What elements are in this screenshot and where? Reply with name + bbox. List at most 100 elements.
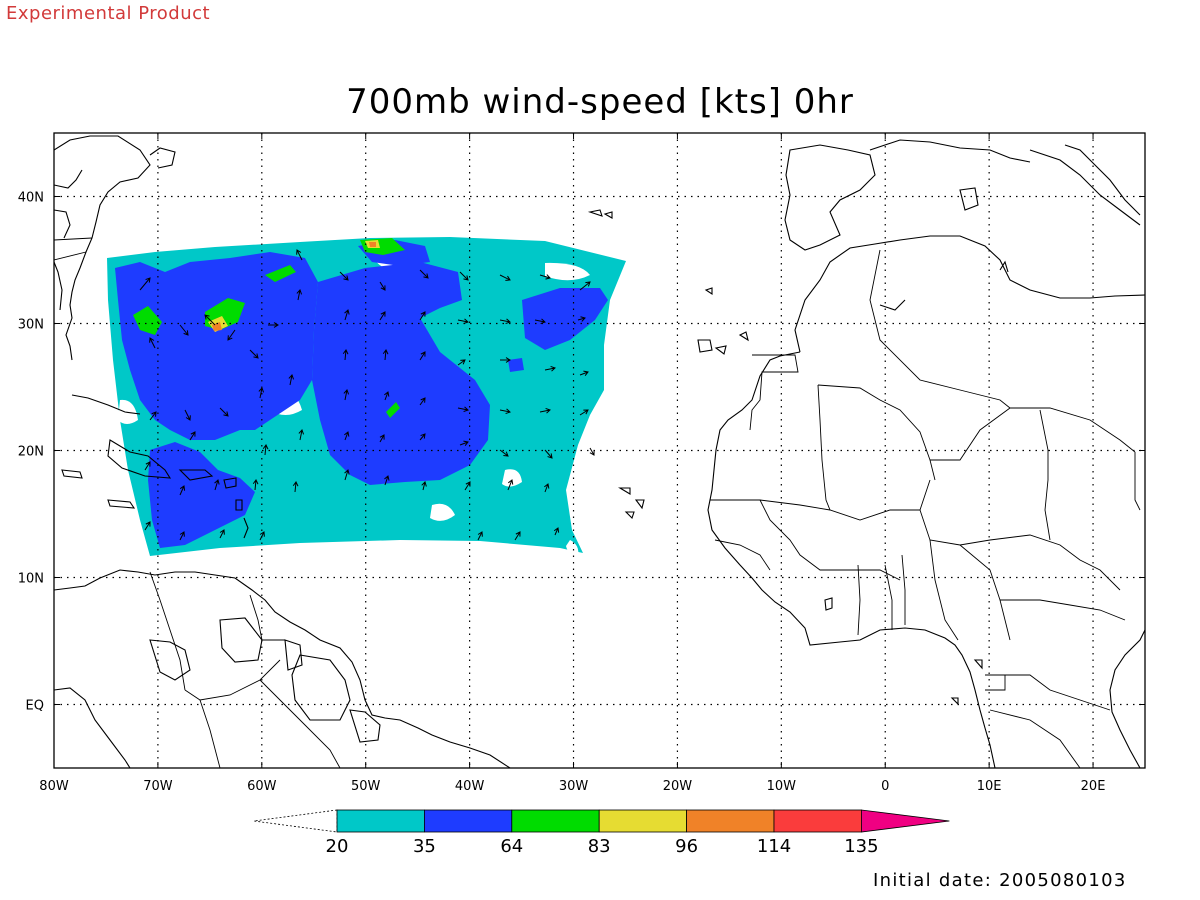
- colorbar-label: 35: [413, 836, 436, 857]
- latitude-label: EQ: [26, 699, 44, 714]
- wind-arrow: [288, 374, 295, 386]
- longitude-label: 60W: [247, 779, 277, 794]
- wind-arrow: [296, 249, 303, 261]
- wind-arrow: [539, 407, 551, 414]
- longitude-label: 10W: [767, 779, 797, 794]
- colorbar: 20 35 64 83 96 114 135: [253, 809, 950, 857]
- wind-speed-field: [107, 237, 626, 556]
- wind-arrow: [457, 406, 469, 413]
- longitude-label: 50W: [351, 779, 381, 794]
- longitude-label: 70W: [143, 779, 173, 794]
- colorbar-label: 20: [326, 836, 349, 857]
- longitude-labels: 80W 70W 60W 50W 40W 30W 20W 10W 0 10E 20E: [39, 779, 1105, 794]
- wind-arrow: [179, 531, 185, 541]
- wind-speed-96-114-region: [369, 242, 376, 247]
- colorbar-label: 96: [675, 836, 698, 857]
- country-borders: [54, 237, 1141, 768]
- wind-arrow: [184, 409, 191, 421]
- colorbar-swatch: [598, 809, 688, 833]
- wind-arrow: [179, 324, 189, 336]
- latitude-label: 40N: [18, 191, 44, 206]
- wind-speed-35-64-region: [522, 288, 608, 350]
- map-title: 700mb wind-speed [kts] 0hr: [346, 82, 854, 122]
- wind-arrow: [419, 351, 426, 361]
- wind-arrow: [419, 311, 426, 321]
- wind-arrow: [457, 318, 469, 325]
- wind-arrow: [214, 479, 220, 491]
- wind-arrow: [379, 281, 386, 291]
- latitude-label: 30N: [18, 318, 44, 333]
- wind-arrow: [499, 318, 511, 325]
- wind-vectors: [139, 249, 595, 541]
- initial-date: Initial date: 2005080103: [873, 870, 1127, 891]
- colorbar-label: 135: [844, 836, 878, 857]
- wind-arrow: [344, 431, 350, 441]
- wind-arrow: [477, 531, 483, 541]
- latitude-label: 10N: [18, 572, 44, 587]
- longitude-label: 80W: [39, 779, 69, 794]
- wind-arrow: [499, 274, 511, 281]
- wind-arrow: [419, 397, 426, 406]
- wind-arrow: [227, 329, 236, 341]
- wind-arrow: [189, 431, 196, 441]
- wind-arrow: [499, 449, 509, 457]
- colorbar-upper-extension: [861, 809, 950, 833]
- wind-arrow: [539, 274, 551, 280]
- wind-arrow: [292, 481, 299, 493]
- colorbar-swatch: [686, 809, 775, 833]
- wind-arrow: [219, 407, 229, 417]
- longitude-label: 40W: [455, 779, 485, 794]
- colorbar-swatch: [336, 809, 425, 833]
- wind-arrow: [144, 461, 151, 471]
- wind-arrow: [343, 389, 350, 401]
- wind-arrow: [379, 311, 386, 321]
- longitude-label: 20E: [1081, 779, 1106, 794]
- longitude-label: 30W: [559, 779, 589, 794]
- wind-arrow: [296, 289, 303, 301]
- wind-arrow: [252, 479, 259, 491]
- wind-arrow: [204, 314, 216, 326]
- wind-arrow: [579, 370, 589, 376]
- wind-speed-64-83-region: [133, 306, 162, 335]
- wind-arrow: [459, 440, 469, 446]
- wind-arrow: [544, 483, 550, 493]
- wind-arrow: [421, 481, 427, 491]
- wind-speed-35-64-region: [312, 262, 490, 485]
- wind-arrow: [344, 309, 350, 321]
- wind-arrow: [139, 277, 151, 291]
- wind-arrow: [459, 271, 469, 281]
- colorbar-label: 64: [500, 836, 523, 857]
- wind-speed-35-64-region: [115, 252, 318, 440]
- coastlines: [54, 135, 1145, 768]
- wind-arrow: [419, 269, 429, 279]
- map-content: [54, 133, 1145, 768]
- wind-arrow: [144, 521, 151, 531]
- wind-arrow: [507, 479, 514, 491]
- graticule: [54, 133, 1145, 768]
- wind-arrow: [382, 349, 389, 361]
- wind-arrow: [149, 337, 156, 349]
- wind-arrow: [457, 359, 466, 366]
- wind-arrow: [344, 469, 350, 481]
- colorbar-lower-extension: [253, 809, 338, 833]
- wind-speed-35-64-region: [508, 358, 524, 372]
- latitude-label: 20N: [18, 445, 44, 460]
- longitude-label: 0: [881, 779, 889, 794]
- wind-arrow: [149, 411, 157, 421]
- wind-arrow: [249, 349, 259, 359]
- wind-arrow: [298, 429, 305, 441]
- wind-arrow: [500, 357, 511, 363]
- wind-arrow: [579, 281, 591, 291]
- wind-arrow: [579, 409, 589, 416]
- colorbar-swatch: [773, 809, 862, 833]
- wind-arrow: [384, 391, 390, 401]
- longitude-label: 10E: [977, 779, 1002, 794]
- wind-arrow: [553, 527, 560, 536]
- wind-speed-35-64-region: [148, 442, 255, 548]
- wind-arrow: [499, 408, 511, 415]
- colorbar-label: 114: [757, 836, 791, 857]
- wind-arrow: [384, 475, 390, 486]
- experimental-product-label: Experimental Product: [6, 3, 211, 24]
- colorbar-swatch: [423, 809, 513, 833]
